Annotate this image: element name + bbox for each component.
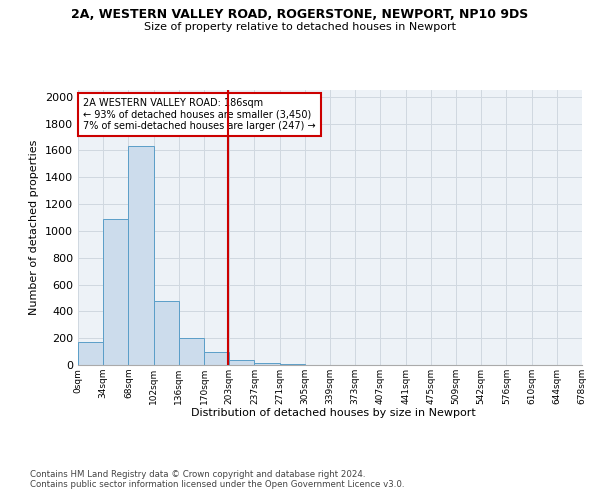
Bar <box>128 146 154 365</box>
Text: Contains HM Land Registry data © Crown copyright and database right 2024.
Contai: Contains HM Land Registry data © Crown c… <box>30 470 404 490</box>
Y-axis label: Number of detached properties: Number of detached properties <box>29 140 40 315</box>
Bar <box>254 363 280 365</box>
Bar <box>78 342 103 365</box>
Text: Size of property relative to detached houses in Newport: Size of property relative to detached ho… <box>144 22 456 32</box>
Bar <box>154 300 179 365</box>
Text: 2A WESTERN VALLEY ROAD: 186sqm
← 93% of detached houses are smaller (3,450)
7% o: 2A WESTERN VALLEY ROAD: 186sqm ← 93% of … <box>83 98 316 132</box>
Text: Distribution of detached houses by size in Newport: Distribution of detached houses by size … <box>191 408 475 418</box>
Text: 2A, WESTERN VALLEY ROAD, ROGERSTONE, NEWPORT, NP10 9DS: 2A, WESTERN VALLEY ROAD, ROGERSTONE, NEW… <box>71 8 529 20</box>
Bar <box>204 352 229 365</box>
Bar <box>179 338 204 365</box>
Bar <box>280 364 305 365</box>
Bar <box>103 219 128 365</box>
Bar <box>229 360 254 365</box>
